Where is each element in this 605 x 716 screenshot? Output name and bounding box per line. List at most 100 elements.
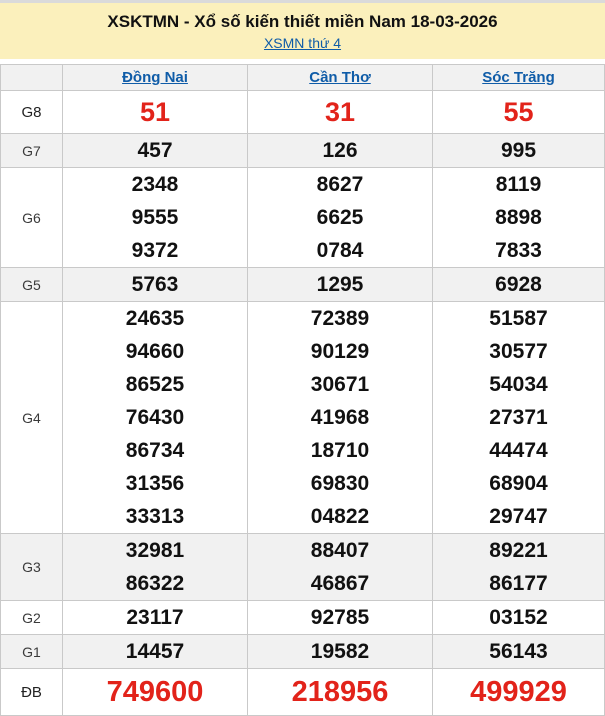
prize-cell-g7-dong-nai: 457 bbox=[62, 133, 248, 168]
prize-number: 8898 bbox=[495, 206, 542, 229]
prize-cell-g2-soc-trang: 03152 bbox=[432, 600, 605, 635]
prize-row-g8: G8 51 31 55 bbox=[0, 90, 605, 134]
prize-label-g2: G2 bbox=[0, 600, 63, 635]
prize-label-g6: G6 bbox=[0, 167, 63, 268]
prize-number: 51 bbox=[139, 97, 171, 127]
prize-cell-g7-soc-trang: 995 bbox=[432, 133, 605, 168]
prize-number: 9555 bbox=[131, 206, 179, 229]
prize-row-g4: G4 24635 94660 86525 76430 86734 31356 33313 723… bbox=[0, 301, 605, 534]
province-header-can-tho: Cần Thơ bbox=[247, 64, 433, 91]
prize-label-g8: G8 bbox=[0, 90, 63, 134]
prize-cell-g3-can-tho: 88407 46867 bbox=[247, 533, 433, 601]
prize-number: 56143 bbox=[489, 640, 548, 663]
prize-number: 55 bbox=[503, 97, 534, 127]
prize-number: 31356 bbox=[125, 472, 185, 495]
prize-number: 03152 bbox=[489, 606, 548, 629]
results-banner: XSKTMN - Xổ số kiến thiết miền Nam 18-03… bbox=[0, 3, 605, 59]
prize-label-g5: G5 bbox=[0, 267, 63, 302]
prize-number: 86525 bbox=[125, 373, 185, 396]
prize-number: 72389 bbox=[310, 307, 370, 330]
prize-number: 29747 bbox=[489, 505, 548, 528]
prize-number: 41968 bbox=[310, 406, 370, 429]
prize-number: 94660 bbox=[125, 340, 185, 363]
prize-number: 86322 bbox=[125, 572, 185, 595]
prize-number: 457 bbox=[137, 139, 173, 162]
prize-number: 30577 bbox=[489, 340, 548, 363]
prize-number: 9372 bbox=[131, 239, 179, 262]
prize-number: 31 bbox=[324, 97, 356, 127]
prize-cell-db-dong-nai: 749600 bbox=[62, 668, 248, 716]
province-link-dong-nai[interactable]: Đồng Nai bbox=[122, 69, 188, 86]
prize-cell-g6-can-tho: 8627 6625 0784 bbox=[247, 167, 433, 268]
prize-cell-db-soc-trang: 499929 bbox=[432, 668, 605, 716]
prize-number: 23117 bbox=[126, 606, 184, 629]
lottery-results-table: Đồng Nai Cần Thơ Sóc Trăng G8 51 31 55 G7 457 12… bbox=[0, 64, 605, 716]
xsmn-day-link[interactable]: XSMN thứ 4 bbox=[263, 35, 342, 51]
prize-number: 18710 bbox=[310, 439, 370, 462]
prize-number: 32981 bbox=[125, 539, 185, 562]
prize-number: 1295 bbox=[316, 273, 364, 296]
prize-number: 51587 bbox=[489, 307, 548, 330]
prize-cell-g6-soc-trang: 8119 8898 7833 bbox=[432, 167, 605, 268]
prize-number: 8119 bbox=[495, 173, 542, 196]
province-header-row: Đồng Nai Cần Thơ Sóc Trăng bbox=[0, 64, 605, 91]
prize-number: 76430 bbox=[125, 406, 185, 429]
prize-number: 44474 bbox=[489, 439, 548, 462]
prize-number: 126 bbox=[322, 139, 358, 162]
prize-number: 218956 bbox=[291, 676, 389, 708]
prize-cell-g4-soc-trang: 51587 30577 54034 27371 44474 68904 29747 bbox=[432, 301, 605, 534]
page-top-strip bbox=[0, 0, 605, 3]
prize-number: 14457 bbox=[125, 640, 185, 663]
prize-label-g4: G4 bbox=[0, 301, 63, 534]
prize-number: 7833 bbox=[495, 239, 542, 262]
prize-number: 86734 bbox=[125, 439, 185, 462]
prize-cell-g3-dong-nai: 32981 86322 bbox=[62, 533, 248, 601]
prize-row-g7: G7 457 126 995 bbox=[0, 133, 605, 168]
prize-number: 24635 bbox=[125, 307, 185, 330]
prize-row-db: ĐB 749600 218956 499929 bbox=[0, 668, 605, 716]
prize-cell-g8-can-tho: 31 bbox=[247, 90, 433, 134]
prize-number: 27371 bbox=[489, 406, 548, 429]
province-link-can-tho[interactable]: Cần Thơ bbox=[309, 69, 371, 86]
prize-number: 69830 bbox=[310, 472, 370, 495]
prize-number: 5763 bbox=[131, 273, 179, 296]
prize-cell-g7-can-tho: 126 bbox=[247, 133, 433, 168]
prize-row-g3: G3 32981 86322 88407 46867 89221 86177 bbox=[0, 533, 605, 601]
prize-row-g2: G2 23117 92785 03152 bbox=[0, 600, 605, 635]
prize-cell-g6-dong-nai: 2348 9555 9372 bbox=[62, 167, 248, 268]
province-header-soc-trang: Sóc Trăng bbox=[432, 64, 605, 91]
prize-number: 6625 bbox=[316, 206, 364, 229]
prize-number: 6928 bbox=[495, 273, 542, 296]
prize-row-g1: G1 14457 19582 56143 bbox=[0, 634, 605, 669]
prize-number: 46867 bbox=[310, 572, 370, 595]
prize-number: 89221 bbox=[489, 539, 548, 562]
prize-cell-g2-can-tho: 92785 bbox=[247, 600, 433, 635]
prize-cell-g8-soc-trang: 55 bbox=[432, 90, 605, 134]
prize-label-g3: G3 bbox=[0, 533, 63, 601]
prize-number: 90129 bbox=[310, 340, 370, 363]
prize-number: 33313 bbox=[125, 505, 185, 528]
prize-cell-g2-dong-nai: 23117 bbox=[62, 600, 248, 635]
province-link-soc-trang[interactable]: Sóc Trăng bbox=[482, 69, 555, 86]
prize-cell-g1-soc-trang: 56143 bbox=[432, 634, 605, 669]
prize-cell-g5-dong-nai: 5763 bbox=[62, 267, 248, 302]
prize-cell-g5-soc-trang: 6928 bbox=[432, 267, 605, 302]
prize-number: 499929 bbox=[470, 676, 567, 708]
prize-row-g5: G5 5763 1295 6928 bbox=[0, 267, 605, 302]
prize-cell-g1-dong-nai: 14457 bbox=[62, 634, 248, 669]
prize-number: 92785 bbox=[310, 606, 370, 629]
prize-cell-g1-can-tho: 19582 bbox=[247, 634, 433, 669]
prize-number: 54034 bbox=[489, 373, 548, 396]
prize-number: 68904 bbox=[489, 472, 548, 495]
prize-number: 19582 bbox=[310, 640, 370, 663]
prize-number: 2348 bbox=[131, 173, 179, 196]
prize-number: 88407 bbox=[310, 539, 370, 562]
prize-row-g6: G6 2348 9555 9372 8627 6625 0784 8119 8898 7833 bbox=[0, 167, 605, 268]
prize-number: 749600 bbox=[106, 676, 204, 708]
prize-number: 04822 bbox=[310, 505, 370, 528]
prize-number: 0784 bbox=[316, 239, 364, 262]
prize-label-g1: G1 bbox=[0, 634, 63, 669]
prize-cell-db-can-tho: 218956 bbox=[247, 668, 433, 716]
prize-number: 995 bbox=[500, 139, 537, 162]
prize-cell-g8-dong-nai: 51 bbox=[62, 90, 248, 134]
